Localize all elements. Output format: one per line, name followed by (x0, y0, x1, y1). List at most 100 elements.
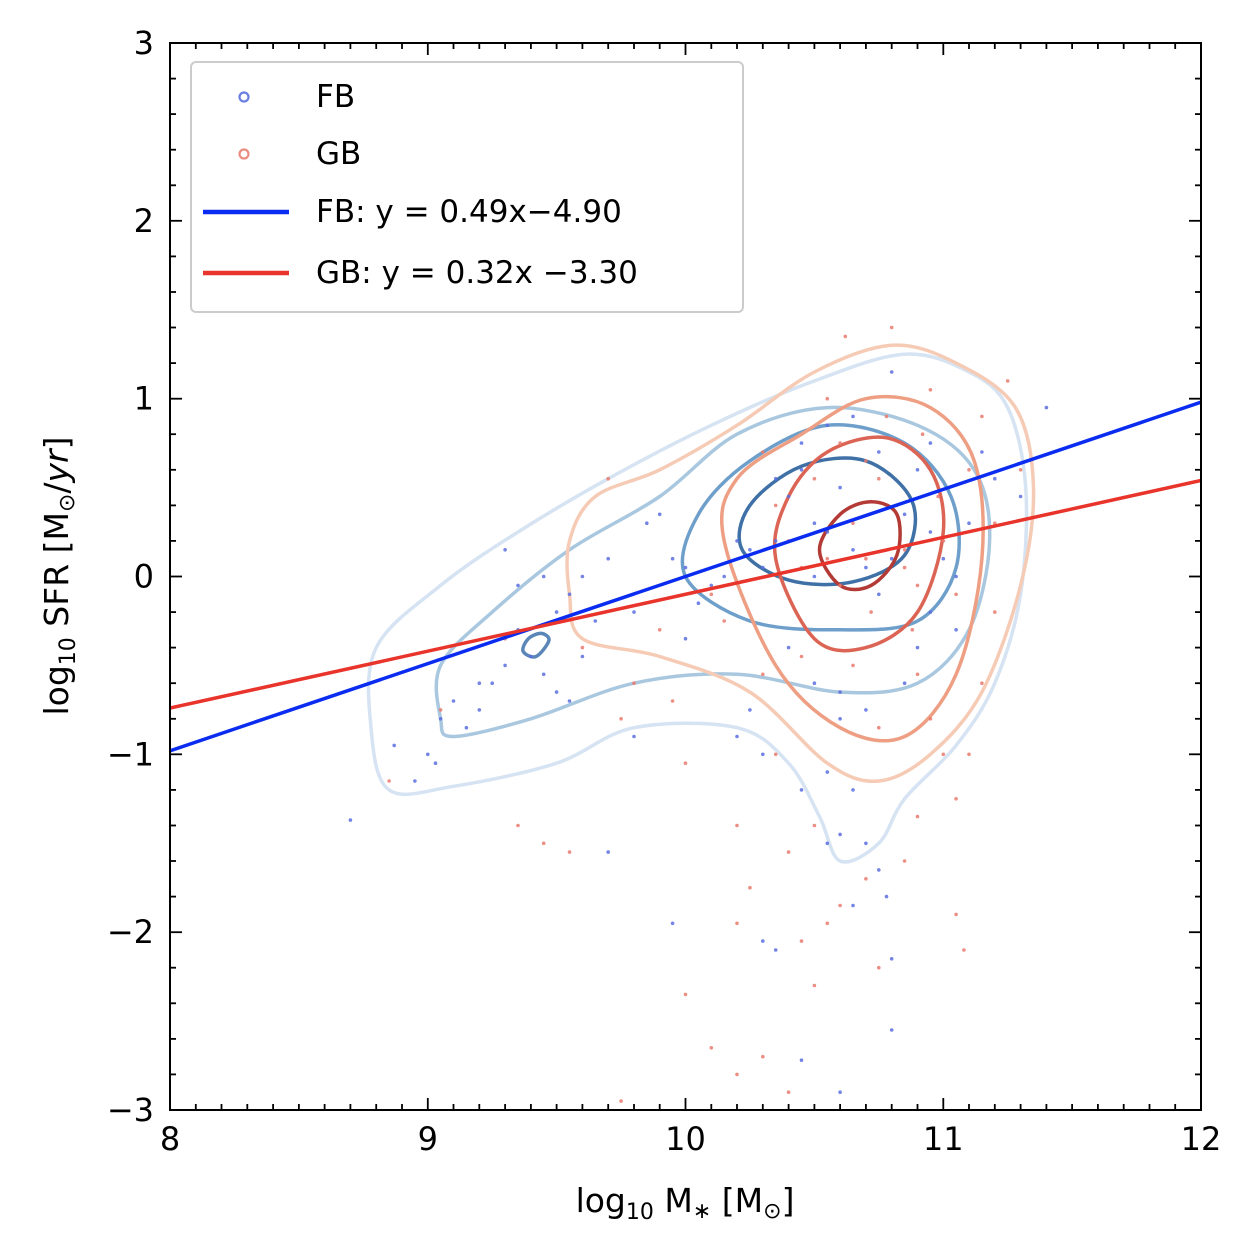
point-gb-71 (838, 583, 842, 588)
y-tick-label-5: 2 (134, 202, 154, 240)
point-gb-13 (683, 992, 688, 997)
point-fb-23 (580, 574, 585, 579)
point-fb-66 (889, 957, 894, 961)
point-fb-43 (851, 548, 855, 552)
point-gb-22 (812, 476, 817, 481)
point-gb-55 (761, 1054, 765, 1059)
point-fb-47 (902, 512, 907, 517)
point-gb-47 (941, 752, 946, 757)
point-fb-19 (516, 583, 520, 588)
point-fb-92 (928, 441, 933, 445)
point-fb-7 (464, 725, 469, 730)
point-gb-59 (962, 948, 966, 952)
point-gb-33 (902, 548, 907, 552)
point-fb-51 (954, 574, 958, 579)
point-fb-45 (877, 592, 881, 597)
point-fb-15 (554, 690, 559, 694)
point-gb-52 (825, 921, 830, 926)
point-fb-75 (799, 1058, 804, 1062)
point-fb-14 (541, 672, 546, 677)
point-gb-39 (941, 539, 946, 543)
point-gb-68 (928, 717, 933, 721)
point-fb-6 (451, 699, 456, 703)
point-fb-31 (709, 583, 714, 588)
contour-fb-5 (521, 631, 551, 659)
point-fb-60 (851, 788, 855, 792)
point-gb-69 (980, 681, 984, 685)
point-fb-44 (864, 565, 868, 570)
point-gb-15 (722, 619, 726, 623)
point-fb-49 (928, 530, 933, 534)
point-fb-65 (884, 894, 889, 899)
point-fb-63 (864, 841, 868, 846)
x-tick-label-0: 8 (160, 1120, 180, 1158)
point-gb-56 (735, 1072, 739, 1077)
point-fb-91 (889, 370, 894, 374)
point-fb-42 (838, 485, 842, 490)
point-gb-17 (748, 885, 752, 890)
point-gb-16 (735, 921, 739, 926)
contour-layer (366, 343, 1036, 864)
point-fb-32 (722, 574, 726, 579)
contour-fb-3 (680, 423, 961, 632)
point-fb-70 (761, 752, 765, 757)
point-fb-84 (928, 610, 933, 614)
point-gb-0 (387, 779, 391, 783)
contour-fb-1 (366, 352, 1029, 864)
point-fb-85 (954, 628, 958, 632)
point-fb-35 (761, 565, 765, 570)
point-fb-71 (735, 734, 739, 739)
point-gb-3 (516, 823, 520, 828)
point-fb-53 (993, 476, 997, 481)
x-axis-label: log10 M∗ [M⊙] (576, 1181, 795, 1225)
point-fb-79 (632, 734, 636, 739)
point-fb-21 (554, 610, 559, 614)
fit-lines-layer (170, 400, 1201, 753)
contour-gb-3 (772, 435, 946, 653)
point-gb-72 (864, 459, 868, 463)
point-gb-36 (920, 432, 925, 437)
legend-box (190, 61, 744, 313)
fit-line-fb (170, 400, 1201, 753)
point-fb-62 (825, 841, 830, 846)
point-fb-67 (889, 1028, 894, 1032)
point-gb-74 (825, 556, 830, 561)
contour-gb-1 (565, 343, 1036, 784)
point-fb-64 (877, 868, 881, 872)
point-gb-7 (606, 476, 610, 481)
point-fb-73 (761, 939, 765, 943)
point-fb-82 (902, 681, 907, 685)
point-fb-78 (748, 708, 752, 712)
point-gb-8 (619, 717, 623, 721)
legend-marker-fb (238, 91, 250, 103)
point-fb-55 (1044, 405, 1049, 410)
point-gb-26 (851, 521, 855, 525)
point-fb-10 (490, 681, 495, 685)
point-gb-42 (980, 414, 984, 419)
point-gb-21 (799, 654, 804, 659)
plot-frame (169, 42, 1202, 1111)
point-fb-93 (980, 450, 984, 454)
point-gb-46 (954, 797, 958, 801)
point-gb-58 (954, 912, 958, 917)
point-fb-8 (477, 681, 482, 685)
point-fb-59 (825, 770, 830, 774)
point-gb-57 (709, 1046, 714, 1050)
point-gb-61 (877, 965, 881, 970)
point-gb-64 (773, 752, 778, 757)
point-fb-0 (348, 818, 353, 822)
point-fb-72 (670, 921, 675, 926)
point-fb-56 (786, 645, 791, 650)
point-gb-38 (936, 494, 940, 499)
point-gb-1 (438, 708, 443, 712)
point-gb-31 (889, 325, 894, 330)
point-gb-27 (864, 556, 868, 561)
legend-label-fb: FB (316, 79, 355, 115)
point-gb-70 (993, 610, 997, 614)
point-fb-29 (683, 565, 688, 570)
point-fb-3 (426, 752, 430, 757)
point-gb-41 (967, 468, 971, 472)
point-fb-18 (503, 548, 507, 552)
legend-label-gb: GB (316, 136, 361, 172)
point-gb-10 (657, 628, 662, 632)
